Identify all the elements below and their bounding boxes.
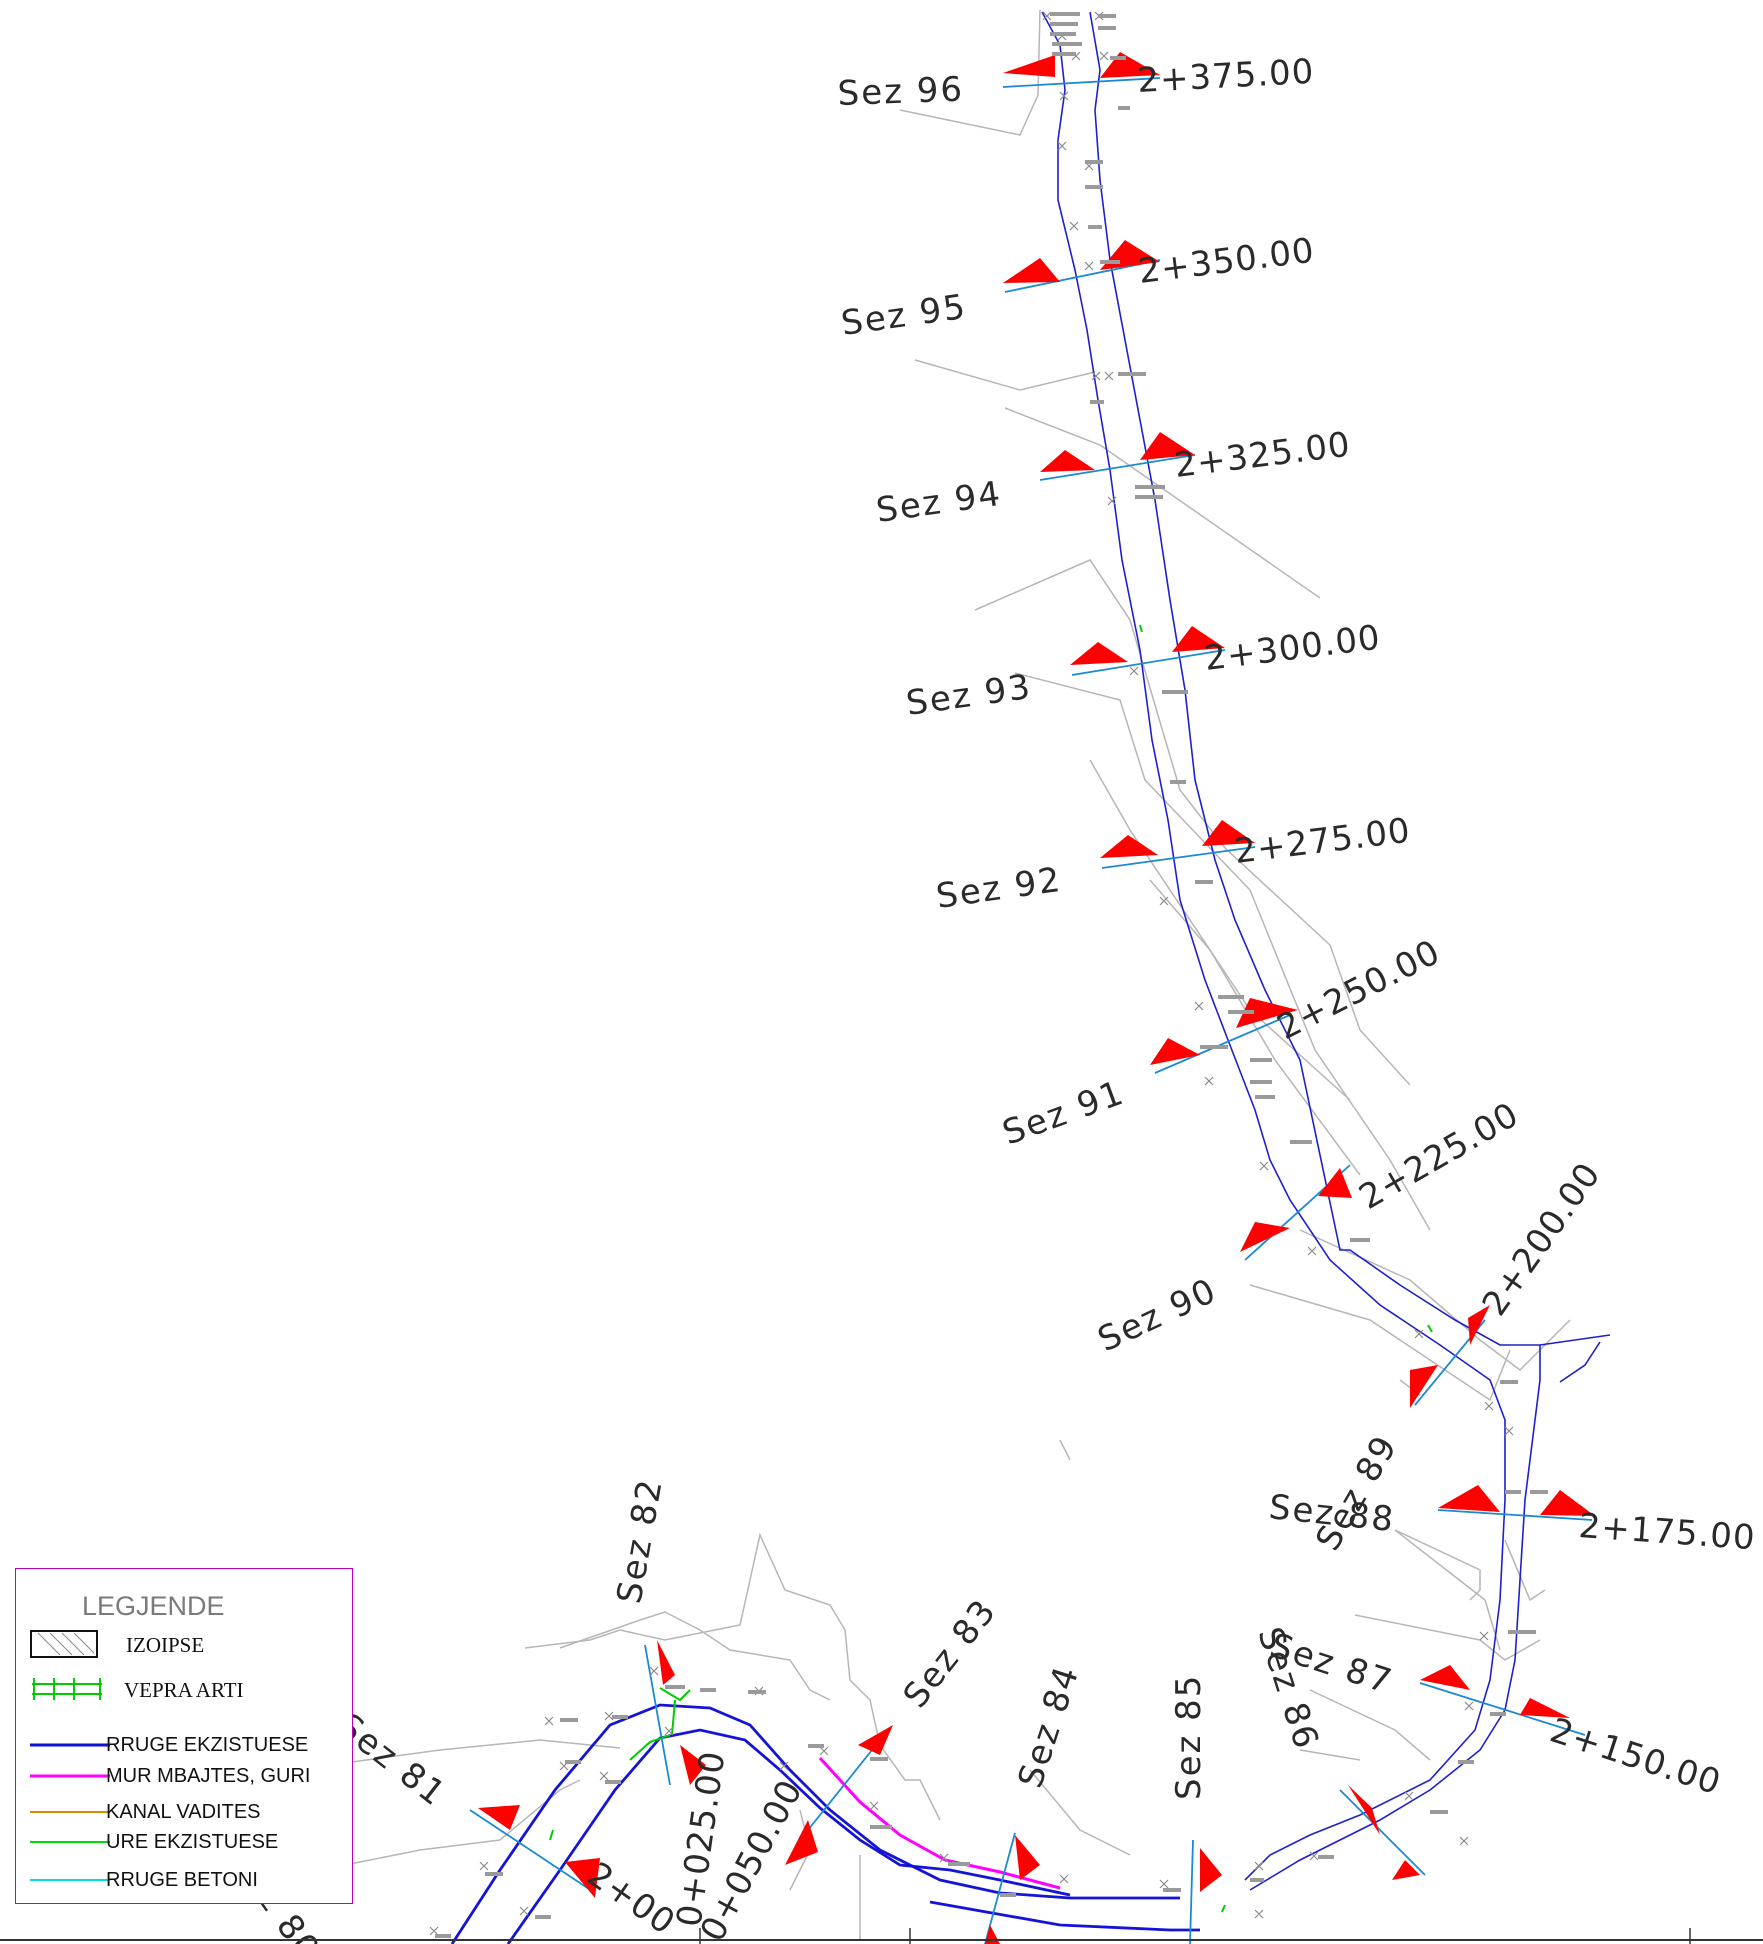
legend-item-izoipse: IZOIPSE — [16, 1629, 352, 1659]
chainage-2350: 2+350.00 — [1136, 231, 1317, 292]
label-sez92: Sez 92 — [934, 860, 1065, 917]
arrow-sez82-up — [657, 1640, 675, 1685]
arrow-sez93-right — [1172, 626, 1225, 652]
existing-road — [1041, 11, 1611, 1891]
arrow-sez83-left — [785, 1820, 818, 1865]
arrow-sez83-right — [858, 1725, 893, 1755]
arrow-sez94-left — [1040, 450, 1095, 472]
retaining-wall-line-icon — [30, 1774, 110, 1778]
arrow-sez87-right — [1520, 1698, 1570, 1718]
existing-road-line-icon — [30, 1743, 110, 1747]
legend-item-ure-ekzistuese: URE EKZISTUESE — [16, 1827, 352, 1857]
concrete-road-line-icon — [30, 1879, 110, 1881]
chainage-2250: 2+250.00 — [1271, 932, 1447, 1048]
legend-label-izoipse: IZOIPSE — [126, 1633, 205, 1657]
arrow-sez92-right — [1202, 820, 1255, 846]
arrow-sez90-right — [1318, 1168, 1352, 1198]
chainage-2200: 2+200.00 — [1475, 1155, 1609, 1323]
arrow-sez88-right — [1540, 1490, 1595, 1516]
arrow-sez94-right — [1140, 432, 1195, 460]
legend-label-vepra-arti: VEPRA ARTI — [124, 1678, 244, 1702]
label-sez94: Sez 94 — [874, 474, 1005, 531]
irrigation-canal-line-icon — [30, 1811, 110, 1813]
existing-road-heavy — [450, 1703, 1200, 1944]
structure-icon — [32, 1678, 102, 1700]
arrow-sez91-right — [1236, 998, 1298, 1028]
retaining-wall — [818, 1756, 1061, 1890]
arrow-sez93-left — [1070, 642, 1128, 665]
arrow-sez86-right — [1392, 1860, 1420, 1880]
chainage-200-bottom: 2+00 — [580, 1855, 683, 1944]
label-sez91: Sez 91 — [997, 1073, 1129, 1154]
legend-label-rruge-ekzistuese: RRUGE EKZISTUESE — [106, 1734, 309, 1756]
arrow-sez86-left — [1348, 1785, 1380, 1835]
survey-points — [429, 11, 1514, 1936]
arrow-sez88-left — [1438, 1485, 1500, 1512]
legend-item-mur-mbajtes: MUR MBAJTES, GURI — [16, 1761, 352, 1791]
arrow-sez90-left — [1240, 1222, 1290, 1252]
survey-point-text — [435, 12, 1548, 1938]
section-arrows — [478, 52, 1595, 1944]
arrow-sez84-up — [1015, 1835, 1040, 1880]
arrow-sez89-right — [1468, 1305, 1490, 1345]
arrow-sez87-left — [1420, 1665, 1470, 1690]
chainage-2325: 2+325.00 — [1172, 425, 1353, 486]
arrow-sez82-down — [680, 1745, 706, 1785]
label-sez85: Sez 85 — [1169, 1674, 1209, 1800]
legend-item-rruge-betoni: RRUGE BETONI — [16, 1865, 352, 1895]
chainage-2300: 2+300.00 — [1202, 618, 1383, 679]
legend: LEGJENDE IZOIPSE VEPRA ARTI RRUGE EKZIST… — [15, 1568, 353, 1904]
legend-label-kanal-vadites: KANAL VADITES — [106, 1801, 261, 1823]
section-labels: Sez 96 Sez 95 Sez 94 Sez 93 Sez 92 Sez 9… — [223, 70, 1406, 1944]
legend-item-kanal-vadites: KANAL VADITES — [16, 1797, 352, 1827]
legend-label-rruge-betoni: RRUGE BETONI — [106, 1869, 258, 1891]
chainage-labels: 2+375.00 2+350.00 2+325.00 2+300.00 2+27… — [580, 52, 1757, 1944]
label-sez93: Sez 93 — [904, 667, 1035, 724]
legend-item-rruge-ekzistuese: RRUGE EKZISTUESE — [16, 1729, 352, 1759]
arrow-sez92-left — [1100, 835, 1158, 858]
arrow-sez89-left — [1410, 1365, 1438, 1408]
bridge-line-icon — [30, 1841, 110, 1843]
label-sez83: Sez 83 — [896, 1591, 1005, 1715]
chainage-2175: 2+175.00 — [1577, 1506, 1756, 1558]
label-sez90: Sez 90 — [1092, 1270, 1223, 1360]
contour-hatch-icon — [30, 1630, 98, 1658]
arrow-sez96-left — [1003, 55, 1055, 77]
bridge-marks — [549, 624, 1433, 1913]
chainage-2225: 2+225.00 — [1353, 1095, 1526, 1218]
legend-label-ure-ekzistuese: URE EKZISTUESE — [106, 1831, 279, 1853]
section-lines — [469, 77, 1593, 1944]
label-sez82: Sez 82 — [609, 1475, 670, 1606]
arrow-sez81-left — [478, 1805, 520, 1830]
arrow-sez85 — [1200, 1848, 1222, 1892]
legend-label-mur-mbajtes: MUR MBAJTES, GURI — [106, 1765, 311, 1787]
contour-lines — [329, 9, 1571, 1940]
chainage-2150: 2+150.00 — [1545, 1711, 1726, 1804]
arrow-sez91-left — [1150, 1038, 1200, 1065]
arrow-sez81-right — [565, 1858, 600, 1898]
chainage-2375: 2+375.00 — [1136, 52, 1315, 101]
legend-title: LEGJENDE — [82, 1591, 225, 1621]
label-sez95: Sez 95 — [839, 287, 970, 344]
label-sez96: Sez 96 — [837, 70, 965, 114]
chainage-2275: 2+275.00 — [1232, 811, 1413, 872]
label-sez84: Sez 84 — [1011, 1660, 1088, 1793]
arrow-sez95-left — [1003, 258, 1060, 283]
legend-item-vepra-arti: VEPRA ARTI — [16, 1674, 352, 1704]
